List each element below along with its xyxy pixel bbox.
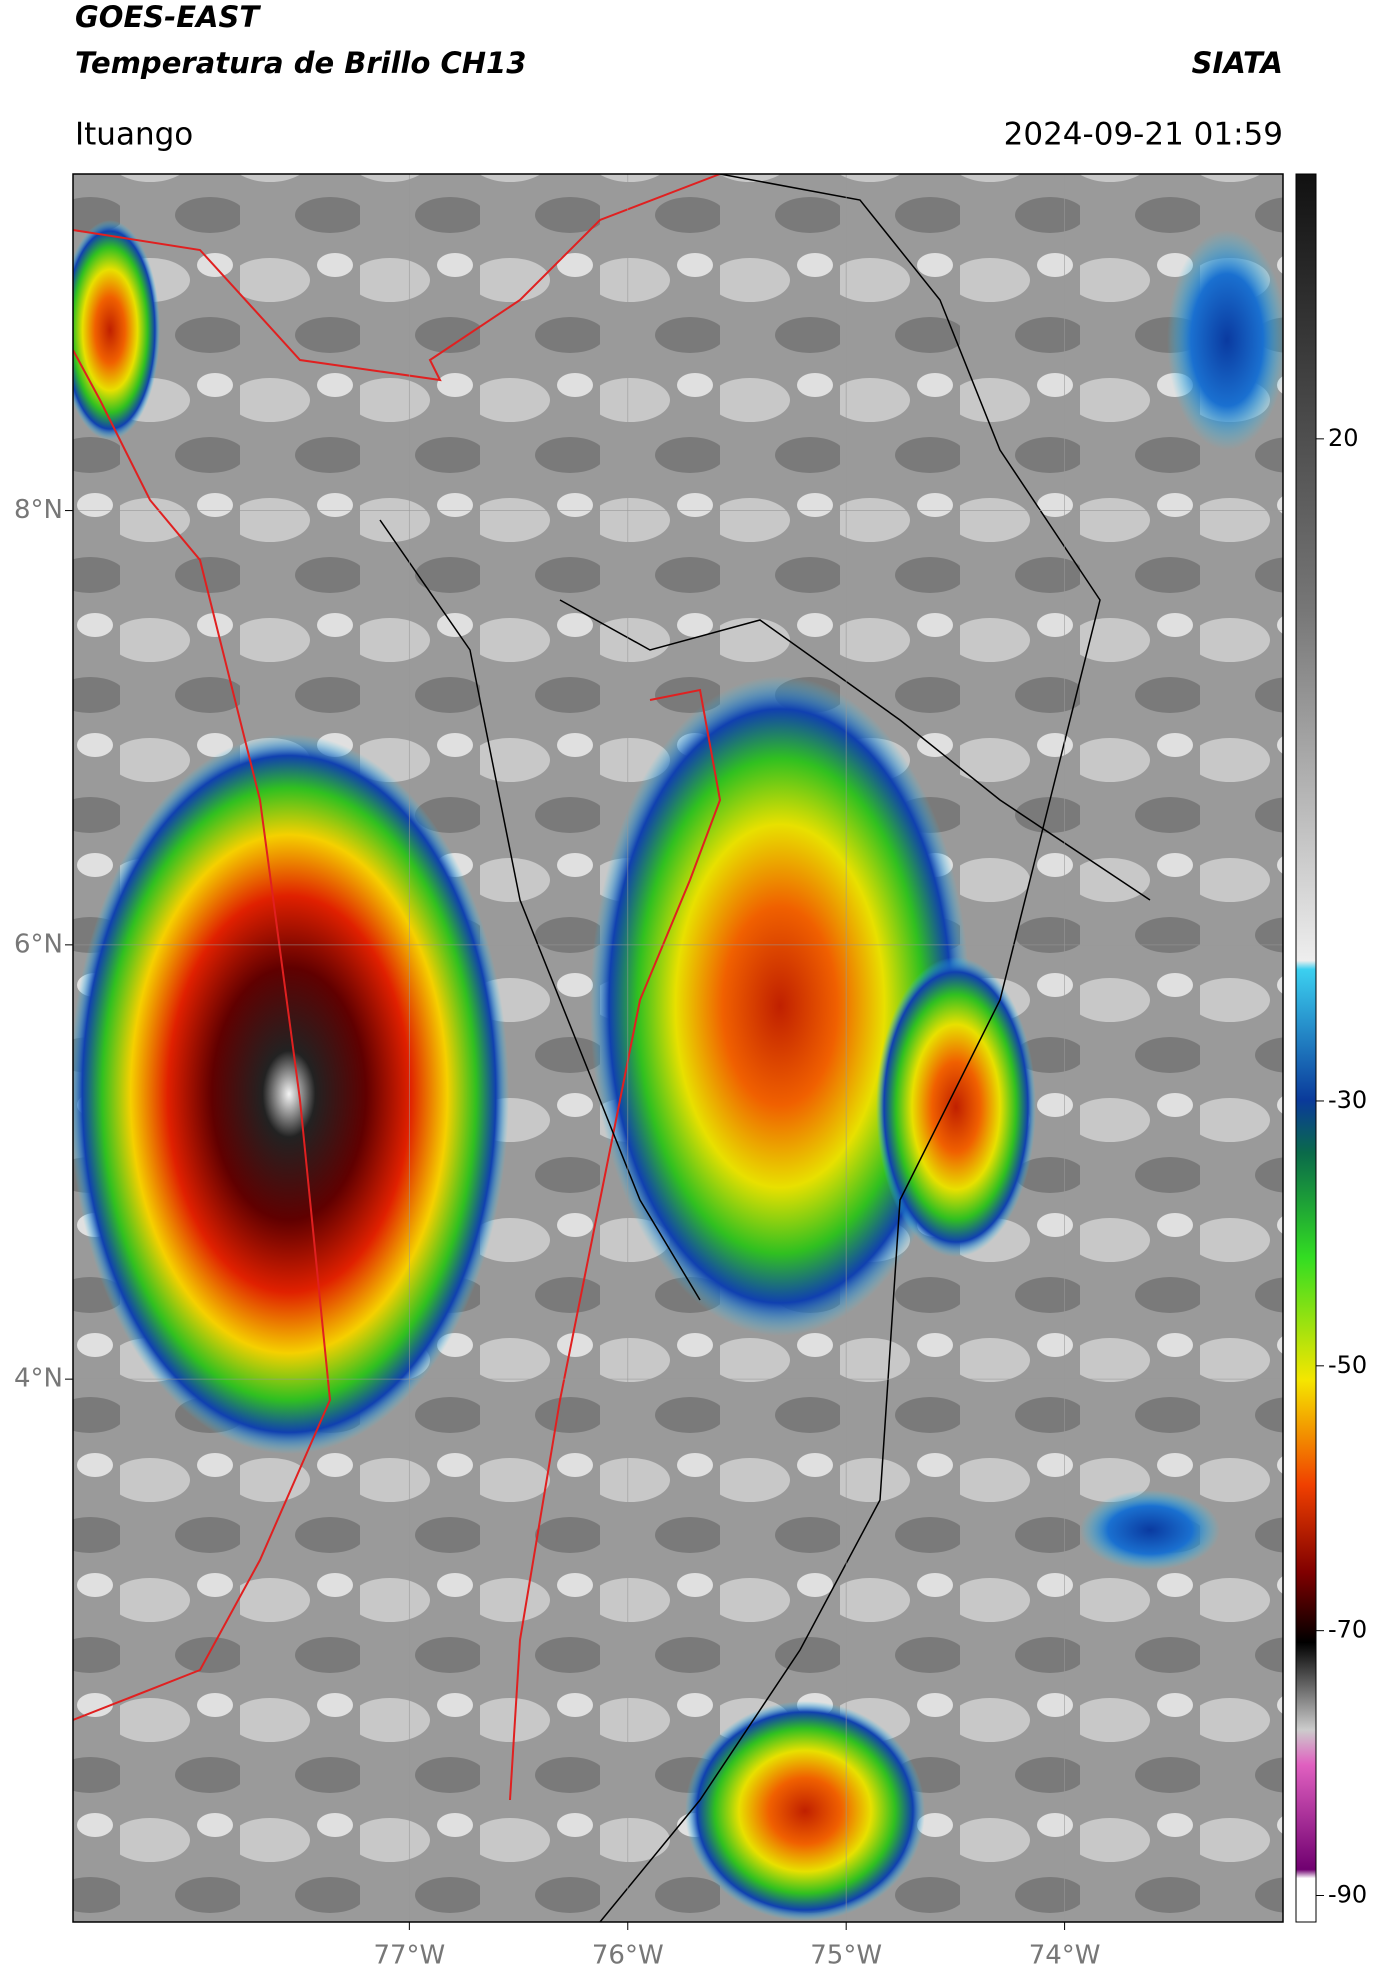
- datetime: 2024-09-21 01:59: [1004, 117, 1283, 153]
- y-tick-label: 6°N: [14, 929, 63, 959]
- storm-cell: [876, 957, 1036, 1257]
- storm-cell: [73, 220, 160, 440]
- storm-cell: [590, 676, 970, 1336]
- x-tick-label: 76°W: [592, 1941, 664, 1971]
- source: SIATA: [1192, 46, 1283, 80]
- x-tick-label: 75°W: [810, 1941, 882, 1971]
- storm-cell: [685, 1701, 925, 1921]
- y-tick-label: 8°N: [14, 495, 63, 525]
- title: GOES-EAST: [75, 0, 261, 34]
- admin-boundary: [379, 519, 701, 1301]
- colorbar-label: -70: [1328, 1616, 1367, 1644]
- border: [73, 174, 721, 382]
- region-boundary: [509, 688, 722, 1801]
- map: [73, 174, 1283, 1922]
- subtitle: Temperatura de Brillo CH13: [75, 46, 526, 80]
- colorbar-label: -50: [1328, 1351, 1367, 1379]
- grid: [73, 174, 1283, 1922]
- map-frame: [72, 173, 1284, 1923]
- colorbar-label: -90: [1328, 1881, 1367, 1909]
- admin-boundary: [559, 599, 1151, 901]
- cold-cloud: [1167, 230, 1283, 450]
- y-tick-label: 4°N: [14, 1364, 63, 1394]
- admin-boundary: [599, 174, 1101, 1922]
- x-tick-label: 74°W: [1029, 1941, 1101, 1971]
- x-tick-label: 77°W: [373, 1941, 445, 1971]
- cold-cloud: [1080, 1490, 1220, 1570]
- colorbar: [1295, 173, 1317, 1923]
- location: Ituango: [75, 117, 193, 153]
- colorbar-label: -30: [1328, 1086, 1367, 1114]
- storm-cell: [73, 734, 509, 1454]
- coastline: [73, 349, 332, 1721]
- colorbar-label: 20: [1328, 424, 1359, 452]
